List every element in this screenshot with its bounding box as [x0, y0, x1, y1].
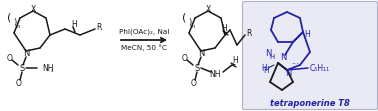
Text: ): )	[13, 19, 17, 28]
Text: H: H	[304, 30, 310, 39]
Text: H: H	[221, 24, 227, 33]
Text: S: S	[194, 63, 200, 72]
Text: O: O	[16, 78, 22, 87]
Text: N: N	[198, 49, 204, 57]
Text: n: n	[191, 24, 195, 29]
Text: (: (	[182, 12, 186, 22]
Text: X: X	[205, 5, 211, 14]
Text: ···: ···	[291, 60, 299, 69]
Text: O: O	[191, 78, 197, 87]
Text: NH: NH	[42, 63, 54, 72]
Text: H: H	[270, 54, 275, 60]
Text: X: X	[30, 5, 36, 14]
Text: R: R	[96, 23, 102, 32]
Text: N: N	[265, 49, 271, 57]
Text: n: n	[16, 24, 20, 29]
Text: H: H	[263, 65, 269, 74]
Text: ₂: ₂	[51, 67, 53, 72]
Text: R: R	[246, 29, 252, 38]
Text: N: N	[285, 68, 291, 77]
Text: H: H	[71, 20, 77, 29]
Text: NH: NH	[209, 69, 221, 78]
Text: ): )	[188, 19, 192, 28]
Text: PhI(OAc)₂, NaI: PhI(OAc)₂, NaI	[119, 29, 169, 35]
Text: C₅H₁₁: C₅H₁₁	[310, 63, 330, 72]
Text: (: (	[7, 12, 11, 22]
Text: N: N	[23, 49, 29, 57]
Text: H: H	[232, 56, 238, 64]
Text: O: O	[7, 54, 13, 62]
FancyBboxPatch shape	[243, 2, 378, 109]
Text: S: S	[19, 63, 25, 72]
Text: MeCN, 50 °C: MeCN, 50 °C	[121, 45, 167, 51]
Text: H: H	[261, 63, 267, 72]
Text: tetraponerine T8: tetraponerine T8	[270, 98, 350, 107]
Text: O: O	[182, 54, 188, 62]
Text: N: N	[280, 53, 286, 61]
